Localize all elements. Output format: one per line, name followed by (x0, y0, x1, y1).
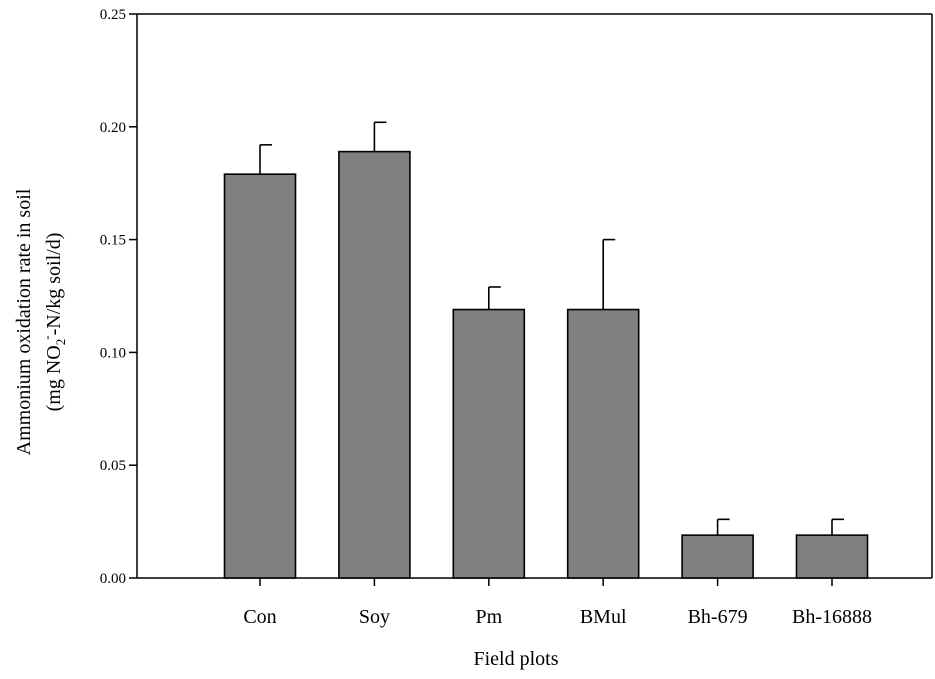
x-tick-label: BMul (580, 606, 627, 628)
y-axis-title-line1: Ammonium oxidation rate in soil (13, 188, 35, 455)
x-tick-label: Bh-16888 (792, 606, 872, 628)
y-axis-ticks: 0.00 0.05 0.10 0.15 0.20 0.25 (100, 7, 137, 587)
x-axis-title: Field plots (473, 648, 558, 670)
y-tick-label: 0.20 (100, 120, 126, 136)
y-axis-title-line2-post: -N/kg soil/d) (43, 233, 65, 336)
y-axis-title-superscript: - (39, 335, 54, 339)
bars (223, 121, 869, 579)
x-tick-label: Bh-679 (688, 606, 748, 628)
y-tick-label: 0.10 (100, 345, 126, 361)
y-tick-label: 0.25 (100, 7, 126, 23)
y-tick-label: 0.15 (100, 233, 126, 249)
y-axis-title-subscript: 2 (53, 339, 68, 346)
y-tick-label: 0.05 (100, 458, 126, 474)
bar-con (223, 173, 297, 579)
y-tick-label: 0.00 (100, 571, 126, 587)
y-axis-title: Ammonium oxidation rate in soil (mg NO2-… (13, 188, 68, 455)
bar-bmul (566, 308, 640, 579)
bar-bh-16888 (795, 534, 869, 579)
bar-pm (452, 308, 526, 579)
bar-bh-679 (681, 534, 754, 579)
y-axis-title-line2-pre: (mg NO (43, 345, 65, 411)
x-tick-label: Pm (475, 606, 502, 628)
x-tick-label: Con (243, 606, 276, 628)
x-axis-ticks: Con Soy Pm BMul Bh-679 Bh-16888 (243, 578, 872, 628)
y-axis-title-line2: (mg NO2--N/kg soil/d) (39, 233, 68, 412)
x-tick-label: Soy (359, 606, 390, 628)
bar-soy (338, 150, 411, 579)
